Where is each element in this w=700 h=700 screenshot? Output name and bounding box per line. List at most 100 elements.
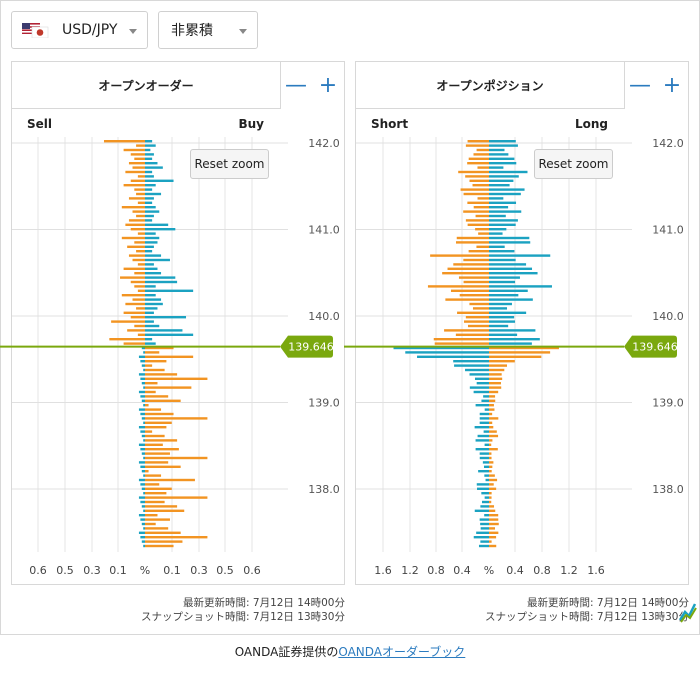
- y-tick-label: 138.0: [652, 483, 684, 496]
- bar-right: [145, 377, 208, 380]
- bar-right: [489, 522, 499, 526]
- bar-right: [145, 426, 167, 429]
- snapshot-time: スナップショット時間: 7月12日 13時30分: [485, 611, 689, 623]
- bar-right: [145, 351, 160, 354]
- bar-left: [143, 421, 145, 424]
- bar-left: [478, 470, 489, 473]
- bar-right: [145, 544, 174, 548]
- orderbook-link[interactable]: OANDAオーダーブック: [338, 645, 466, 659]
- bar-right: [145, 355, 194, 358]
- bar-right: [489, 439, 493, 442]
- bar-right: [489, 285, 552, 288]
- x-tick-label: 0.4: [506, 564, 524, 577]
- bar-left: [484, 496, 489, 499]
- bar-left: [454, 364, 489, 367]
- panel-title: オープンポジション: [356, 62, 624, 109]
- bar-right: [489, 236, 530, 240]
- bar-right: [489, 245, 505, 248]
- bar-left: [476, 382, 489, 385]
- bar-left: [125, 223, 145, 226]
- bar-left: [450, 289, 489, 292]
- bar-right: [145, 140, 153, 143]
- bar-right: [145, 390, 156, 394]
- open-positions-panel: オープンポジション — +: [355, 61, 689, 585]
- x-tick-label: 0.1: [163, 564, 181, 577]
- bar-right: [145, 338, 153, 341]
- bar-left: [467, 201, 489, 204]
- bar-right: [489, 140, 516, 143]
- reset-zoom-button[interactable]: Reset zoom: [190, 149, 269, 179]
- pair-dropdown[interactable]: USD/JPY: [11, 11, 148, 49]
- bar-left: [143, 527, 145, 530]
- bar-right: [489, 443, 492, 446]
- bar-left: [483, 430, 489, 433]
- zoom-out-button[interactable]: —: [629, 73, 651, 98]
- bar-right: [145, 311, 154, 314]
- bar-left: [140, 448, 145, 451]
- bar-left: [485, 478, 489, 482]
- y-tick-label: 141.0: [308, 224, 340, 237]
- x-tick-label: 0.3: [83, 564, 101, 577]
- bar-left: [138, 531, 145, 534]
- bar-right: [145, 434, 165, 438]
- zoom-out-button[interactable]: —: [285, 73, 307, 98]
- bar-right: [145, 175, 154, 178]
- bar-right: [145, 302, 163, 306]
- bar-left: [465, 219, 489, 222]
- bar-left: [393, 346, 489, 350]
- bar-right: [145, 267, 158, 270]
- bar-left: [136, 307, 145, 310]
- bar-right: [489, 302, 512, 306]
- bar-right: [489, 223, 516, 226]
- footer: OANDA証券提供のOANDAオーダーブック: [0, 643, 700, 660]
- bar-left: [141, 417, 145, 420]
- bar-left: [109, 338, 145, 341]
- bar-left: [468, 250, 489, 253]
- bar-left: [141, 382, 145, 385]
- bar-right: [145, 184, 156, 187]
- bar-right: [489, 342, 532, 345]
- x-tick-label: 0.5: [216, 564, 234, 577]
- bar-left: [479, 456, 489, 460]
- bar-left: [143, 492, 145, 495]
- bar-right: [489, 298, 533, 301]
- bar-right: [489, 487, 497, 490]
- bar-right: [489, 461, 494, 464]
- bar-left: [472, 184, 489, 187]
- mode-dropdown[interactable]: 非累積: [158, 11, 258, 49]
- bar-right: [489, 465, 493, 468]
- reset-zoom-button[interactable]: Reset zoom: [534, 149, 613, 179]
- bar-left: [136, 144, 145, 147]
- bar-right: [145, 395, 169, 398]
- bar-left: [474, 426, 489, 429]
- bar-right: [145, 364, 153, 367]
- zoom-in-button[interactable]: +: [318, 73, 338, 98]
- bar-left: [125, 170, 145, 174]
- x-tick-label: 0.3: [190, 564, 208, 577]
- bar-left: [140, 500, 145, 504]
- zoom-in-button[interactable]: +: [662, 73, 682, 98]
- bar-left: [459, 294, 489, 297]
- bar-left: [458, 170, 489, 174]
- bar-left: [475, 404, 489, 407]
- bar-right: [489, 355, 542, 358]
- bar-right: [145, 285, 156, 288]
- bar-right: [145, 179, 174, 182]
- bar-right: [145, 448, 179, 451]
- bar-right: [145, 272, 162, 275]
- bar-right: [489, 333, 518, 336]
- bar-left: [143, 509, 145, 512]
- bar-left: [141, 487, 145, 490]
- bar-left: [127, 245, 145, 248]
- left-label: Sell: [27, 117, 52, 131]
- bar-right: [145, 333, 194, 336]
- bar-left: [475, 214, 489, 218]
- bar-left: [141, 399, 145, 402]
- bar-left: [143, 404, 145, 407]
- bar-right: [489, 320, 516, 323]
- bar-right: [489, 404, 494, 407]
- bar-right: [145, 536, 208, 539]
- bar-right: [145, 527, 169, 530]
- bar-left: [477, 434, 489, 438]
- bar-left: [481, 492, 489, 495]
